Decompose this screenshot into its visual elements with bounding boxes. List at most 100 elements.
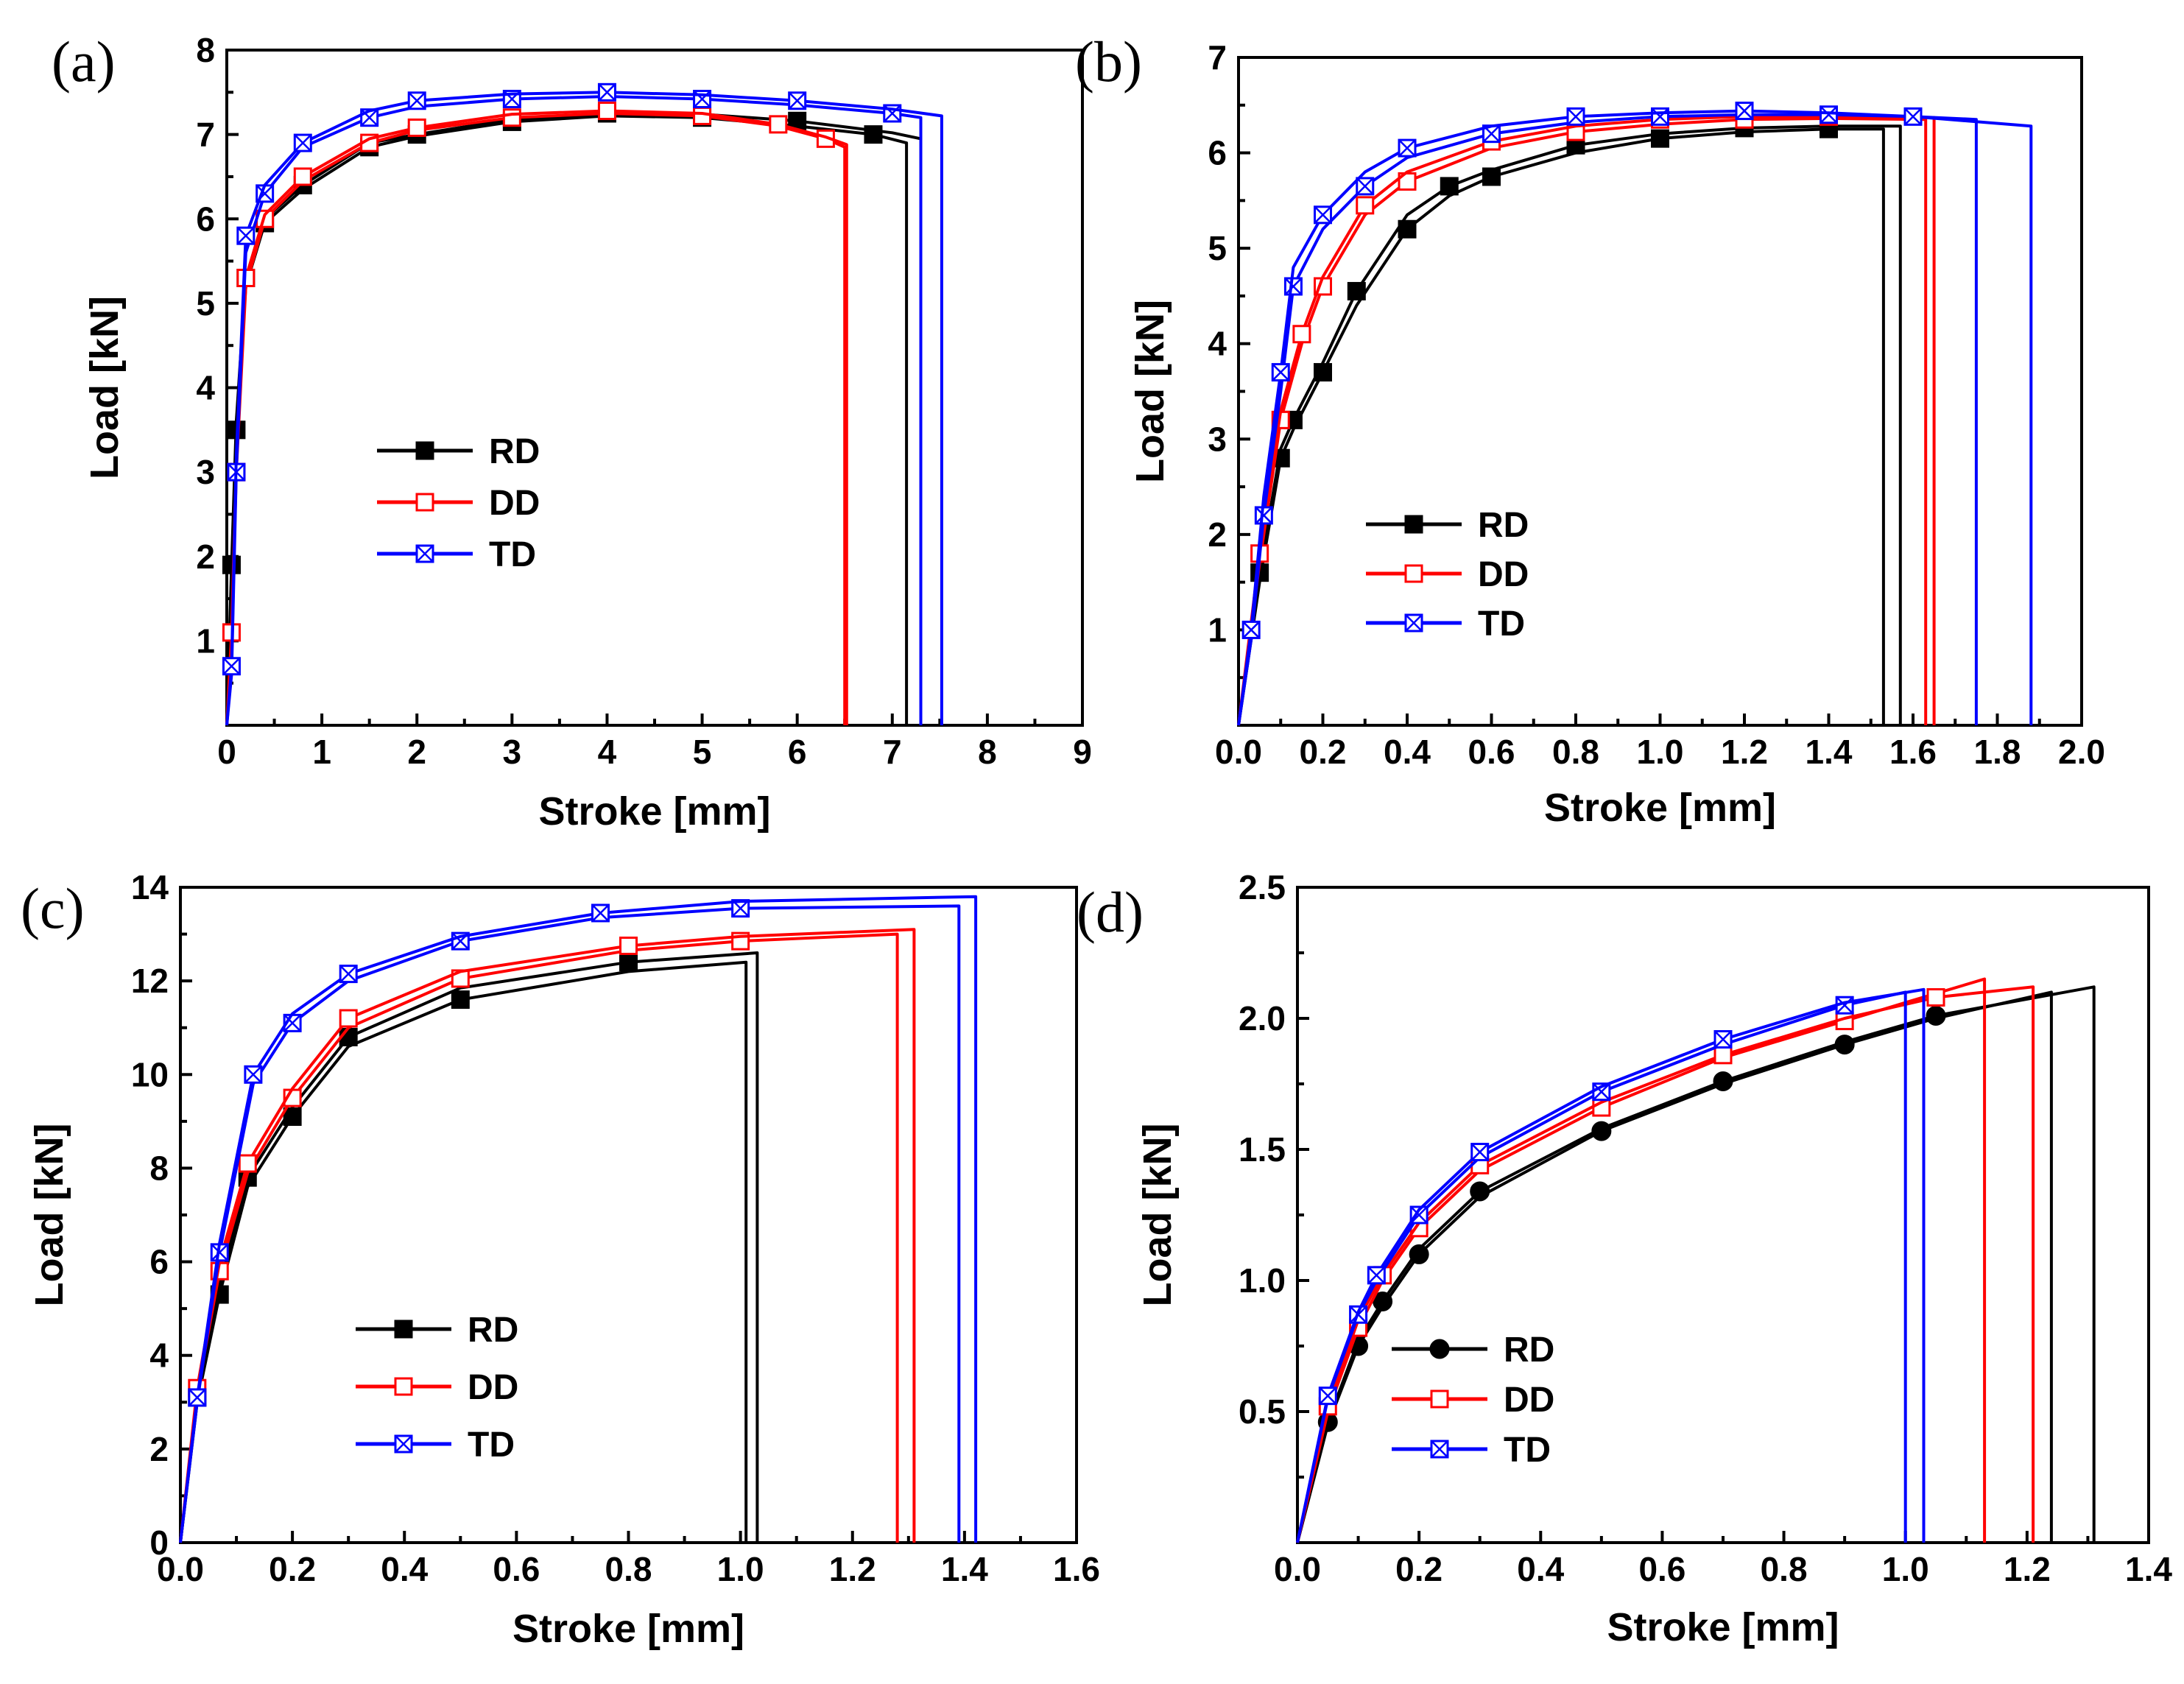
legend-label-dd: DD bbox=[1478, 555, 1529, 594]
data-point-dd bbox=[693, 106, 712, 125]
data-point-td-cross bbox=[1820, 105, 1838, 124]
x-tick-label: 9 bbox=[1073, 733, 1092, 771]
data-point-td-cross bbox=[283, 1014, 302, 1032]
data-point-rd bbox=[1470, 1181, 1490, 1202]
data-point-td bbox=[188, 1388, 207, 1407]
legend: RD DD TD bbox=[1392, 1331, 1554, 1470]
x-tick-label: 0.4 bbox=[1517, 1550, 1564, 1588]
data-point-td bbox=[293, 133, 312, 152]
data-point-td bbox=[1566, 107, 1585, 126]
x-tick-label: 1 bbox=[312, 733, 331, 771]
data-point-rd bbox=[1409, 1244, 1429, 1264]
legend-marker-dd bbox=[1404, 564, 1423, 583]
data-point-dd bbox=[619, 936, 638, 955]
series-line-td bbox=[179, 895, 978, 1543]
y-tick-label: 10 bbox=[131, 1055, 169, 1093]
data-point-td-cross bbox=[1242, 621, 1261, 639]
x-tick-label: 7 bbox=[883, 733, 902, 771]
panel-label: (c) bbox=[21, 876, 85, 940]
panel-label: (d) bbox=[1077, 880, 1144, 944]
data-point-td-cross bbox=[408, 91, 426, 110]
series-rd bbox=[1296, 985, 2096, 1543]
x-tick-label: 5 bbox=[693, 733, 712, 771]
data-point-td bbox=[1318, 1387, 1337, 1406]
y-axis-title: Load [kN] bbox=[27, 1124, 71, 1307]
x-tick-label: 0.2 bbox=[1300, 733, 1347, 771]
x-axis-title: Stroke [mm] bbox=[1607, 1605, 1839, 1649]
legend-label-td: TD bbox=[468, 1426, 515, 1465]
y-tick-label: 0.5 bbox=[1239, 1392, 1286, 1431]
y-tick-label: 12 bbox=[131, 962, 169, 1000]
x-tick-label: 1.2 bbox=[2004, 1550, 2051, 1588]
data-point-td-cross bbox=[236, 227, 255, 245]
data-point-td bbox=[222, 657, 241, 676]
legend-marker-td-cross bbox=[416, 545, 434, 563]
data-point-td-cross bbox=[1736, 102, 1753, 120]
y-tick-label: 4 bbox=[149, 1336, 169, 1375]
data-point-rd bbox=[1373, 1291, 1393, 1311]
data-point-rd bbox=[1713, 1071, 1733, 1091]
x-tick-label: 1.2 bbox=[829, 1550, 876, 1588]
x-tick-label: 0.6 bbox=[493, 1550, 540, 1588]
y-tick-label: 5 bbox=[1208, 229, 1227, 267]
legend-marker-rd bbox=[394, 1320, 413, 1339]
data-point-td-cross bbox=[1714, 1030, 1732, 1049]
data-point-td bbox=[1903, 107, 1923, 126]
panel-3: (c) 0.0 0.2 0.4 0.6 0.8 1.0 1.2 1.4 1.6 0 2 4 6 8 10 12 1… bbox=[21, 868, 1100, 1651]
x-tick-label: 0.0 bbox=[157, 1550, 204, 1588]
y-tick-label: 1 bbox=[196, 621, 215, 660]
data-point-td bbox=[1314, 205, 1332, 225]
legend-marker-td-cross bbox=[1431, 1440, 1448, 1458]
x-tick-label: 4 bbox=[598, 733, 617, 771]
panel-label: (a) bbox=[52, 29, 116, 94]
series-rd bbox=[222, 104, 923, 726]
data-point-td bbox=[1398, 138, 1417, 158]
legend-marker-dd bbox=[415, 493, 434, 512]
series-rd bbox=[179, 951, 759, 1543]
series-line-td bbox=[225, 95, 923, 726]
x-tick-label: 1.6 bbox=[1053, 1550, 1100, 1588]
data-point-td-cross bbox=[294, 134, 312, 152]
panel-label: (b) bbox=[1075, 29, 1142, 94]
data-point-rd bbox=[1440, 177, 1459, 196]
data-point-rd bbox=[619, 953, 638, 972]
legend-marker-rd bbox=[1404, 515, 1423, 534]
y-tick-label: 6 bbox=[196, 200, 215, 238]
legend-marker-rd bbox=[415, 441, 434, 460]
data-point-td-cross bbox=[788, 91, 806, 110]
data-point-rd bbox=[451, 990, 470, 1010]
x-tick-label: 0.0 bbox=[1215, 733, 1262, 771]
y-tick-label: 7 bbox=[196, 116, 215, 154]
series-line-td bbox=[1237, 109, 2033, 726]
legend-marker-rd bbox=[1429, 1339, 1450, 1359]
data-point-dd bbox=[1926, 988, 1945, 1007]
legend-label-dd: DD bbox=[468, 1368, 518, 1407]
data-point-dd bbox=[293, 167, 312, 186]
data-point-dd bbox=[339, 1009, 358, 1028]
data-point-td-cross bbox=[591, 904, 610, 922]
x-tick-label: 1.6 bbox=[1889, 733, 1937, 771]
data-point-dd bbox=[502, 108, 521, 127]
series-td bbox=[1296, 987, 1926, 1543]
legend-marker-td bbox=[394, 1434, 413, 1454]
data-point-td bbox=[1409, 1205, 1429, 1225]
data-point-td-cross bbox=[1356, 177, 1374, 195]
series-td bbox=[1237, 102, 2033, 726]
data-point-rd bbox=[1926, 1005, 1946, 1026]
legend-label-dd: DD bbox=[489, 484, 540, 523]
data-point-td bbox=[236, 226, 256, 245]
data-point-td-cross bbox=[1255, 507, 1273, 524]
data-point-td bbox=[1470, 1143, 1490, 1162]
legend-marker-td bbox=[1404, 613, 1423, 633]
data-point-td-cross bbox=[1284, 278, 1303, 295]
data-point-dd bbox=[238, 1154, 257, 1173]
legend-label-rd: RD bbox=[468, 1311, 518, 1350]
x-tick-label: 0.8 bbox=[1552, 733, 1599, 771]
data-point-td bbox=[1713, 1029, 1733, 1049]
series-line-dd bbox=[1237, 115, 1936, 726]
x-tick-label: 0.6 bbox=[1638, 1550, 1685, 1588]
y-tick-label: 0 bbox=[149, 1523, 169, 1562]
series-line-rd bbox=[179, 951, 759, 1543]
data-point-td-cross bbox=[1314, 205, 1332, 224]
data-point-td bbox=[1367, 1266, 1386, 1285]
